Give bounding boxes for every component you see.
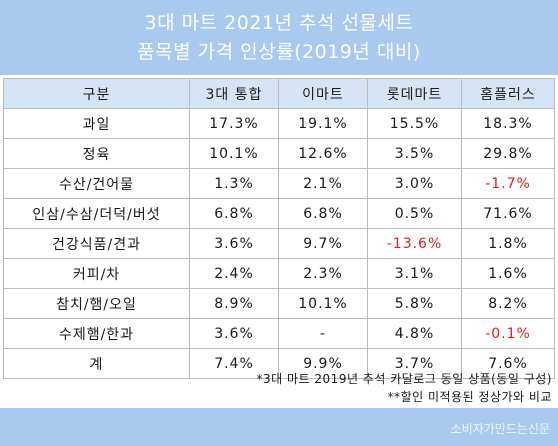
- row-category: 커피/차: [3, 258, 190, 289]
- price-increase-table: 구분 3대 통합 이마트 롯데마트 홈플러스 과일 17.3% 19.1% 15.5%…: [3, 78, 555, 379]
- header-category: 구분: [3, 78, 190, 109]
- row-value: 9.7%: [278, 228, 368, 259]
- row-category: 건강식품/견과: [3, 228, 190, 259]
- row-value: 10.1%: [278, 288, 368, 319]
- row-value: 2.1%: [278, 168, 368, 199]
- table-row: 커피/차 2.4% 2.3% 3.1% 1.6%: [3, 258, 555, 289]
- row-value: 2.4%: [189, 258, 279, 289]
- table-row: 수산/건어물 1.3% 2.1% 3.0% -1.7%: [3, 168, 555, 199]
- header-homeplus: 홈플러스: [461, 78, 555, 109]
- row-category: 인삼/수삼/더덕/버섯: [3, 198, 190, 229]
- table-row: 과일 17.3% 19.1% 15.5% 18.3%: [3, 108, 555, 139]
- row-value: 7.6%: [461, 348, 555, 379]
- row-category: 참치/햄/오일: [3, 288, 190, 319]
- row-value: 12.6%: [278, 138, 368, 169]
- row-category: 수제햄/한과: [3, 318, 190, 349]
- row-value: 71.6%: [461, 198, 555, 229]
- row-value: 8.9%: [189, 288, 279, 319]
- row-value: 19.1%: [278, 108, 368, 139]
- row-value: 1.8%: [461, 228, 555, 259]
- table-header-row: 구분 3대 통합 이마트 롯데마트 홈플러스: [3, 78, 555, 109]
- row-value: -: [278, 318, 368, 349]
- row-value: 4.8%: [367, 318, 462, 349]
- title-line-1: 3대 마트 2021년 추석 선물세트: [144, 11, 414, 34]
- row-value: -13.6%: [367, 228, 462, 259]
- row-value: 1.3%: [189, 168, 279, 199]
- row-value: -0.1%: [461, 318, 555, 349]
- row-category: 수산/건어물: [3, 168, 190, 199]
- footnote-1: *3대 마트 2019년 추석 카달로그 동일 상품(동일 구성): [256, 372, 552, 386]
- table-row: 인삼/수삼/더덕/버섯 6.8% 6.8% 0.5% 71.6%: [3, 198, 555, 229]
- row-value: 3.0%: [367, 168, 462, 199]
- row-value: 3.1%: [367, 258, 462, 289]
- table-row: 계 7.4% 9.9% 3.7% 7.6%: [3, 348, 555, 379]
- title-line-2: 품목별 가격 인상률(2019년 대비): [137, 40, 421, 63]
- row-value: 15.5%: [367, 108, 462, 139]
- table-row: 참치/햄/오일 8.9% 10.1% 5.8% 8.2%: [3, 288, 555, 319]
- row-category: 과일: [3, 108, 190, 139]
- title-banner: 3대 마트 2021년 추석 선물세트 품목별 가격 인상률(2019년 대비): [0, 0, 558, 75]
- row-value: 3.7%: [367, 348, 462, 379]
- header-emart: 이마트: [278, 78, 368, 109]
- row-value: 7.4%: [189, 348, 279, 379]
- row-category: 정육: [3, 138, 190, 169]
- row-value: 3.6%: [189, 318, 279, 349]
- row-value: 10.1%: [189, 138, 279, 169]
- footnotes: *3대 마트 2019년 추석 카달로그 동일 상품(동일 구성) **할인 미…: [0, 370, 552, 406]
- footnote-2: **할인 미적용된 정상가와 비교: [387, 390, 552, 404]
- row-value: 18.3%: [461, 108, 555, 139]
- row-value: 5.8%: [367, 288, 462, 319]
- row-value: 1.6%: [461, 258, 555, 289]
- table-row: 수제햄/한과 3.6% -4.8% -0.1%: [3, 318, 555, 349]
- row-value: 0.5%: [367, 198, 462, 229]
- row-category: 계: [3, 348, 190, 379]
- table-row: 정육 10.1% 12.6% 3.5% 29.8%: [3, 138, 555, 169]
- table-row: 건강식품/견과 3.6% 9.7% -13.6% 1.8%: [3, 228, 555, 259]
- footer-band: [0, 408, 558, 446]
- watermark-text: 소비자가만드는신문: [450, 422, 550, 436]
- header-lottemart: 롯데마트: [367, 78, 462, 109]
- row-value: 29.8%: [461, 138, 555, 169]
- row-value: 2.3%: [278, 258, 368, 289]
- header-total: 3대 통합: [189, 78, 279, 109]
- row-value: -1.7%: [461, 168, 555, 199]
- row-value: 3.6%: [189, 228, 279, 259]
- row-value: 8.2%: [461, 288, 555, 319]
- row-value: 6.8%: [278, 198, 368, 229]
- row-value: 17.3%: [189, 108, 279, 139]
- table-body: 과일 17.3% 19.1% 15.5% 18.3% 정육 10.1% 12.6% 3.5% 29…: [3, 108, 555, 379]
- row-value: 6.8%: [189, 198, 279, 229]
- row-value: 3.5%: [367, 138, 462, 169]
